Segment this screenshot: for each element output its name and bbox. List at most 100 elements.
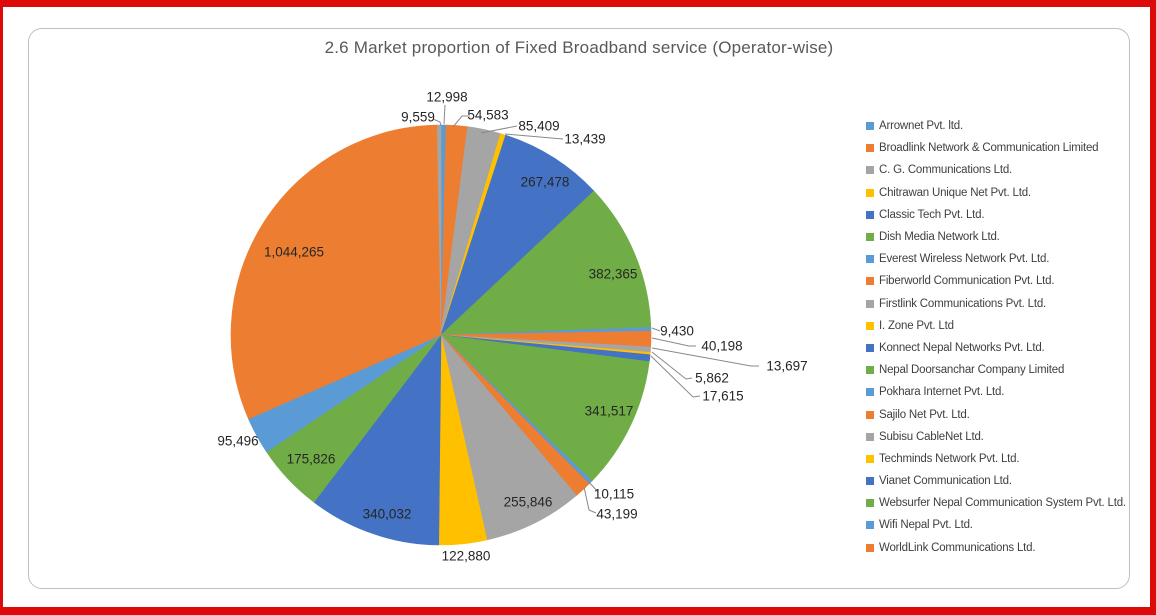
data-label: 43,199 — [596, 507, 637, 522]
legend-item-label: I. Zone Pvt. Ltd — [879, 319, 954, 332]
legend-color-swatch — [866, 299, 874, 308]
legend-item-everest-wireless-network-pvt-ltd[interactable]: Everest Wireless Network Pvt. Ltd. — [866, 248, 1126, 270]
chart-title: 2.6 Market proportion of Fixed Broadband… — [324, 38, 834, 57]
leader-line — [443, 104, 446, 125]
legend-item-subisu-cablenet-ltd[interactable]: Subisu CableNet Ltd. — [866, 426, 1126, 448]
legend-item-label: C. G. Communications Ltd. — [879, 164, 1013, 177]
legend-color-swatch — [866, 454, 874, 463]
leader-line — [480, 125, 518, 134]
legend: Arrownet Pvt. ltd. Broadlink Network & Co… — [866, 115, 1126, 559]
leader-line — [651, 327, 661, 332]
legend-item-sajilo-net-pvt-ltd[interactable]: Sajilo Net Pvt. Ltd. — [866, 403, 1126, 425]
leader-line — [651, 351, 693, 380]
leader-line — [583, 486, 597, 514]
leader-line — [452, 115, 470, 128]
data-label: 267,478 — [521, 175, 570, 190]
data-label: 13,697 — [766, 359, 807, 374]
legend-item-konnect-nepal-networks-pvt-ltd[interactable]: Konnect Nepal Networks Pvt. Ltd. — [866, 337, 1126, 359]
pie-slice-classic-tech-pvt-ltd[interactable] — [440, 134, 595, 336]
legend-color-swatch — [866, 144, 874, 153]
pie-slice-nepal-doorsanchar-company-limited[interactable] — [440, 334, 650, 482]
legend-color-swatch — [866, 432, 874, 441]
data-label: 9,430 — [660, 324, 694, 339]
data-label: 382,365 — [589, 267, 638, 282]
legend-color-swatch — [866, 321, 874, 330]
data-label: 54,583 — [467, 108, 508, 123]
legend-item-label: Chitrawan Unique Net Pvt. Ltd. — [879, 186, 1031, 199]
legend-item-classic-tech-pvt-ltd[interactable]: Classic Tech Pvt. Ltd. — [866, 204, 1126, 226]
legend-color-swatch — [866, 233, 874, 242]
data-label: 13,439 — [564, 132, 605, 147]
legend-item-label: Subisu CableNet Ltd. — [879, 430, 984, 443]
data-label: 5,862 — [695, 371, 729, 386]
legend-color-swatch — [866, 188, 874, 197]
legend-item-worldlink-communications-ltd[interactable]: WorldLink Communications Ltd. — [866, 537, 1126, 559]
legend-item-dish-media-network-ltd[interactable]: Dish Media Network Ltd. — [866, 226, 1126, 248]
legend-color-swatch — [866, 499, 874, 508]
legend-item-label: Wifi Nepal Pvt. Ltd. — [879, 519, 973, 532]
data-label: 12,998 — [426, 90, 467, 105]
legend-item-label: Websurfer Nepal Communication System Pvt… — [879, 497, 1126, 510]
legend-item-label: Broadlink Network & Communication Limite… — [879, 142, 1099, 155]
legend-item-firstlink-communications-pvt-ltd[interactable]: Firstlink Communications Pvt. Ltd. — [866, 293, 1126, 315]
legend-color-swatch — [866, 343, 874, 352]
pie-slice-vianet-communication-ltd[interactable] — [313, 334, 442, 546]
data-label: 9,559 — [401, 110, 435, 125]
legend-item-techminds-network-pvt-ltd[interactable]: Techminds Network Pvt. Ltd. — [866, 448, 1126, 470]
data-label: 1,044,265 — [264, 245, 324, 260]
legend-item-arrownet-pvt-ltd[interactable]: Arrownet Pvt. ltd. — [866, 115, 1126, 137]
legend-color-swatch — [866, 410, 874, 419]
legend-color-swatch — [866, 477, 874, 486]
legend-item-label: Firstlink Communications Pvt. Ltd. — [879, 297, 1047, 310]
legend-item-c-g-communications-ltd[interactable]: C. G. Communications Ltd. — [866, 159, 1126, 181]
legend-item-label: Pokhara Internet Pvt. Ltd. — [879, 386, 1005, 399]
data-label: 340,032 — [363, 507, 412, 522]
data-label: 95,496 — [217, 434, 258, 449]
pie-slice-dish-media-network-ltd[interactable] — [440, 190, 652, 336]
data-label: 175,826 — [287, 452, 336, 467]
legend-item-vianet-communication-ltd[interactable]: Vianet Communication Ltd. — [866, 470, 1126, 492]
legend-color-swatch — [866, 366, 874, 375]
legend-item-chitrawan-unique-net-pvt-ltd[interactable]: Chitrawan Unique Net Pvt. Ltd. — [866, 182, 1126, 204]
legend-item-label: Dish Media Network Ltd. — [879, 231, 1000, 244]
legend-color-swatch — [866, 543, 874, 552]
legend-color-swatch — [866, 166, 874, 175]
legend-item-label: Konnect Nepal Networks Pvt. Ltd. — [879, 341, 1045, 354]
legend-item-i-zone-pvt-ltd[interactable]: I. Zone Pvt. Ltd — [866, 315, 1126, 337]
leader-line — [650, 355, 701, 398]
legend-color-swatch — [866, 210, 874, 219]
legend-item-fiberworld-communication-pvt-ltd[interactable]: Fiberworld Communication Pvt. Ltd. — [866, 270, 1126, 292]
data-label: 122,880 — [442, 549, 491, 564]
pie-slice-worldlink-communications-ltd[interactable] — [230, 124, 442, 420]
legend-item-label: Vianet Communication Ltd. — [879, 475, 1012, 488]
leader-line — [651, 347, 759, 367]
data-label: 341,517 — [585, 404, 634, 419]
legend-item-broadlink-network-communication-limited[interactable]: Broadlink Network & Communication Limite… — [866, 137, 1126, 159]
pie-slice-subisu-cablenet-ltd[interactable] — [440, 334, 577, 541]
legend-color-swatch — [866, 122, 874, 131]
legend-color-swatch — [866, 277, 874, 286]
legend-item-label: Fiberworld Communication Pvt. Ltd. — [879, 275, 1055, 288]
legend-item-label: Techminds Network Pvt. Ltd. — [879, 452, 1020, 465]
leader-line — [504, 133, 564, 140]
leader-line — [587, 480, 599, 493]
legend-item-label: Everest Wireless Network Pvt. Ltd. — [879, 253, 1050, 266]
leader-line — [432, 118, 442, 127]
legend-item-wifi-nepal-pvt-ltd[interactable]: Wifi Nepal Pvt. Ltd. — [866, 514, 1126, 536]
data-label: 255,846 — [504, 495, 553, 510]
legend-item-label: Sajilo Net Pvt. Ltd. — [879, 408, 970, 421]
data-label: 40,198 — [701, 339, 742, 354]
data-label: 10,115 — [594, 487, 634, 502]
data-label: 85,409 — [518, 119, 559, 134]
legend-item-pokhara-internet-pvt-ltd[interactable]: Pokhara Internet Pvt. Ltd. — [866, 381, 1126, 403]
legend-item-websurfer-nepal-communication-system-pvt-ltd[interactable]: Websurfer Nepal Communication System Pvt… — [866, 492, 1126, 514]
legend-color-swatch — [866, 388, 874, 397]
legend-item-nepal-doorsanchar-company-limited[interactable]: Nepal Doorsanchar Company Limited — [866, 359, 1126, 381]
legend-item-label: Classic Tech Pvt. Ltd. — [879, 208, 985, 221]
data-label: 17,615 — [702, 389, 743, 404]
legend-item-label: Arrownet Pvt. ltd. — [879, 120, 963, 133]
legend-color-swatch — [866, 521, 874, 530]
legend-color-swatch — [866, 255, 874, 264]
